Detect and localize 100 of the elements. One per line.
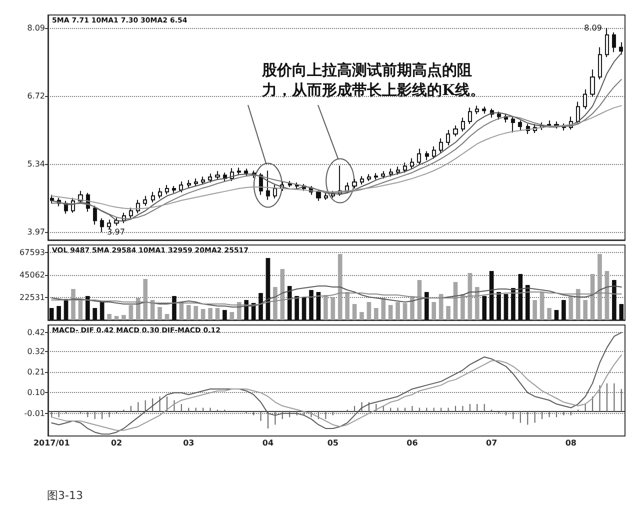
candlestick [403,162,407,174]
bar [511,288,516,320]
bar [532,300,538,320]
bar [215,308,220,320]
x-tick-label: 04 [262,438,274,448]
bar [598,254,602,320]
candlestick [547,120,551,128]
candlestick [432,146,436,160]
bar [222,310,227,320]
candlestick [266,170,270,200]
candlestick [179,181,183,193]
bar [504,294,508,320]
bar [474,287,480,320]
bar [381,298,386,320]
candlestick [367,174,371,182]
bar [388,305,393,320]
annotation: 3.97 [107,228,125,237]
bar [619,304,624,320]
bar [128,305,134,320]
candlestick [194,178,198,186]
bar [78,300,83,320]
candlestick [273,184,277,199]
candlestick [288,180,292,188]
candlestick [605,27,609,58]
bar [164,314,170,320]
bar [86,296,90,320]
line-series [51,105,622,210]
bar [432,302,436,320]
y-tick-label: 6.72 [27,91,45,100]
bar [424,292,429,320]
bar [143,279,148,320]
candlestick [417,148,421,166]
bar [92,308,98,320]
bar [410,296,414,320]
bar [56,306,61,320]
bar [136,298,140,320]
candlestick [93,205,97,226]
candlestick [475,105,479,115]
candlestick [497,111,501,120]
candlestick [201,176,205,185]
bar [547,308,552,320]
bar [186,305,191,320]
bar [309,290,314,320]
bar [244,300,249,320]
x-tick-label: 02 [110,438,122,448]
candlestick [389,168,393,178]
bar [200,309,206,320]
bar [402,303,408,320]
bar [324,295,328,320]
bar [258,293,263,320]
candlestick [598,46,602,80]
candlestick [165,184,169,195]
bar [576,289,580,320]
y-tick-label: 45062 [20,270,45,280]
bar [482,296,487,320]
candlestick [576,101,580,125]
x-tick-label: 07 [486,438,498,448]
x-tick-label: 05 [327,438,339,448]
y-tick-label: 22531 [20,292,45,302]
bar [460,294,465,320]
candlestick [374,172,378,180]
bar [525,285,530,320]
candlestick [439,138,443,154]
bar [540,292,544,320]
caption: 图3-13 [47,488,83,503]
candlestick [295,182,299,189]
candlestick [381,170,385,180]
bar [360,312,364,320]
candlestick [100,218,104,233]
bar [396,302,400,320]
bar [374,308,378,320]
bar [366,302,372,320]
x-tick-label: 08 [565,438,577,448]
candlestick [425,150,429,161]
bar [100,301,104,320]
y-tick-label: 8.09 [27,23,45,32]
candlestick [143,195,147,206]
bar [287,286,292,320]
candlestick [50,194,54,204]
bar [107,314,112,320]
bar [345,292,350,320]
y-tick-label: 67593 [20,248,45,257]
y-tick-label: 3.97 [27,228,45,237]
line-series [51,332,622,435]
candlestick [482,106,486,114]
y-tick-label: 5.34 [27,160,45,169]
candlestick [172,185,176,194]
candlestick [583,88,587,110]
candlestick [461,117,465,132]
candlestick [590,69,595,98]
candlestick [158,187,162,199]
y-tick-label: 0.10 [27,388,45,398]
candlestick [612,32,616,53]
bar [230,312,234,320]
candlestick [316,189,321,202]
bar [158,307,162,320]
bar [352,304,357,320]
candlestick [554,121,559,129]
candlestick [244,168,248,177]
line-series [51,52,622,222]
